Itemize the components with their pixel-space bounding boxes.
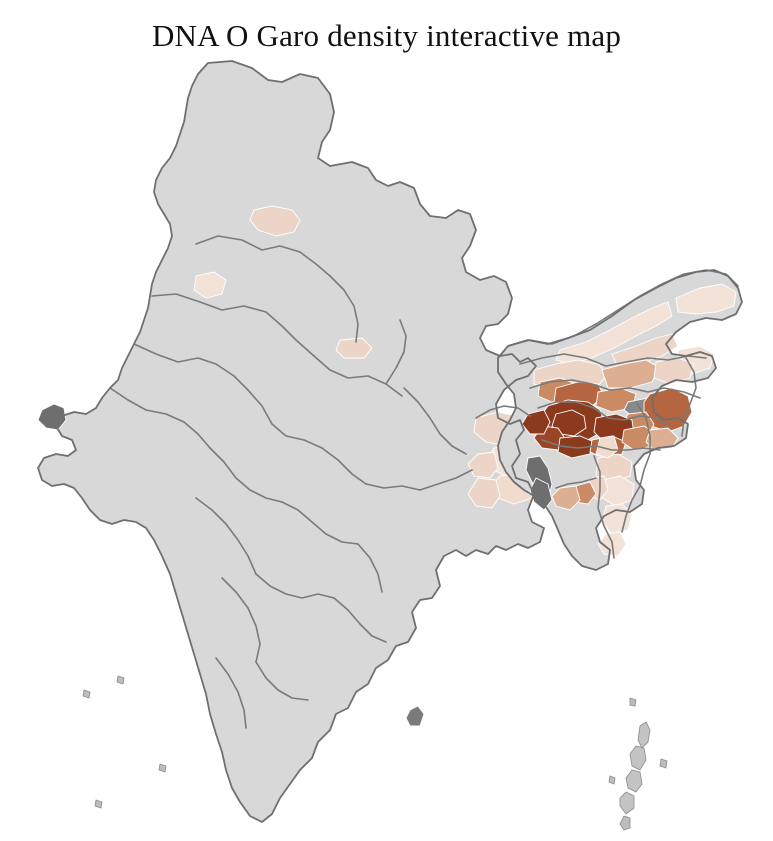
state-boundaries — [109, 235, 531, 729]
page-title: DNA O Garo density interactive map — [151, 18, 622, 53]
country-outline — [37, 60, 743, 823]
north-india-shaded-districts[interactable] — [194, 206, 372, 358]
map-base-landmass — [38, 61, 544, 822]
masked-dark-areas — [38, 404, 552, 726]
andaman-nicobar-islands — [83, 676, 667, 841]
northeast-state-boundaries — [507, 269, 739, 559]
india-choropleth-map[interactable] — [0, 58, 773, 841]
